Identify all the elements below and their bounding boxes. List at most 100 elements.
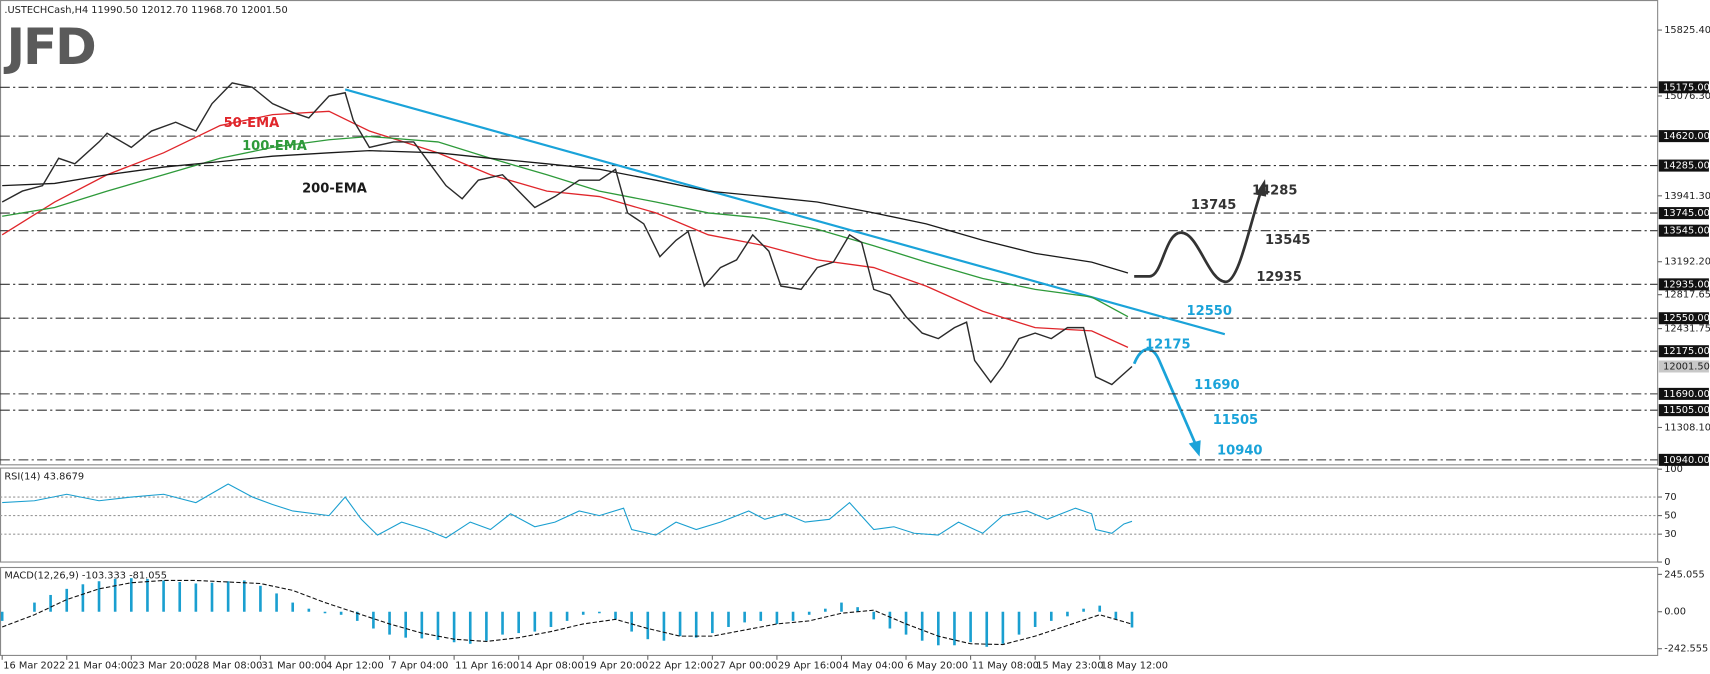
scenario-label: 12550 bbox=[1187, 304, 1232, 319]
macd-bar bbox=[630, 611, 633, 632]
level-label: 15175.00 bbox=[1663, 82, 1710, 93]
macd-bar bbox=[501, 611, 504, 635]
ema-line bbox=[2, 149, 1129, 274]
macd-bar bbox=[226, 581, 230, 612]
macd-bar bbox=[49, 594, 52, 612]
macd-bar bbox=[953, 611, 956, 646]
y-tick-label: 12431.75 bbox=[1664, 324, 1710, 335]
level-label: 12935.00 bbox=[1663, 279, 1710, 290]
scenario-label: 11505 bbox=[1213, 413, 1258, 428]
macd-bar bbox=[33, 602, 36, 612]
x-tick-label: 16 Mar 2022 bbox=[3, 660, 65, 671]
macd-bar bbox=[920, 611, 924, 641]
macd-bar bbox=[937, 611, 940, 646]
macd-bar bbox=[614, 611, 617, 620]
x-tick-label: 27 Apr 00:00 bbox=[713, 660, 777, 671]
scenario-label: 13545 bbox=[1265, 233, 1310, 248]
trendline bbox=[344, 88, 1226, 336]
level-box bbox=[1658, 278, 1709, 291]
x-tick-label: 23 Mar 20:00 bbox=[132, 660, 197, 671]
macd-bar bbox=[711, 611, 714, 634]
macd-bar bbox=[339, 611, 343, 615]
level-label: 14285.00 bbox=[1663, 161, 1710, 172]
x-tick-label: 15 May 23:00 bbox=[1036, 660, 1103, 671]
macd-bar bbox=[743, 611, 746, 623]
level-box bbox=[1658, 312, 1709, 325]
macd-bar bbox=[146, 578, 149, 612]
macd-bar bbox=[1114, 611, 1118, 620]
level-label: 11690.00 bbox=[1663, 389, 1710, 400]
level-box bbox=[1658, 224, 1709, 237]
level-box bbox=[1658, 130, 1709, 143]
macd-bar bbox=[678, 611, 682, 637]
y-tick-label: 0.00 bbox=[1664, 607, 1686, 618]
macd-bar bbox=[307, 608, 311, 612]
macd-bar bbox=[65, 588, 69, 612]
y-tick-label: 13192.20 bbox=[1664, 257, 1710, 268]
macd-bar bbox=[565, 611, 569, 621]
macd-bar bbox=[323, 611, 327, 614]
level-box bbox=[1658, 387, 1709, 400]
bullish-path bbox=[1134, 191, 1262, 284]
y-tick-label: 12817.65 bbox=[1664, 290, 1710, 301]
macd-bar bbox=[1017, 611, 1021, 635]
macd-bar bbox=[969, 611, 972, 643]
macd-bar bbox=[468, 611, 472, 644]
scenario-label: 11690 bbox=[1194, 378, 1239, 393]
macd-bar bbox=[646, 611, 650, 640]
x-tick-label: 29 Apr 16:00 bbox=[778, 660, 842, 671]
level-box bbox=[1658, 81, 1709, 94]
macd-bar bbox=[355, 611, 359, 621]
scenario-label: 12175 bbox=[1145, 338, 1190, 353]
macd-bar bbox=[178, 581, 182, 612]
macd-bar bbox=[420, 611, 424, 639]
macd-bar bbox=[807, 611, 811, 615]
ema-line bbox=[1, 110, 1129, 348]
price-line bbox=[1, 82, 1133, 386]
x-tick-label: 11 Apr 16:00 bbox=[455, 660, 519, 671]
macd-bar bbox=[242, 580, 246, 612]
macd-bar bbox=[824, 608, 827, 612]
ema-label: 100-EMA bbox=[242, 139, 308, 154]
level-label: 12550.00 bbox=[1663, 313, 1710, 324]
signal-line bbox=[1, 579, 1133, 646]
macd-bar bbox=[759, 611, 763, 621]
rsi-title: RSI(14) 43.8679 bbox=[4, 471, 84, 482]
logo: JFD bbox=[4, 17, 96, 76]
macd-bar bbox=[436, 611, 440, 640]
y-tick-label: -242.555 bbox=[1664, 644, 1708, 655]
macd-bar bbox=[162, 580, 165, 612]
level-box bbox=[1658, 159, 1709, 172]
scenario-label: 14285 bbox=[1252, 184, 1297, 199]
x-tick-label: 4 May 04:00 bbox=[843, 660, 904, 671]
macd-title: MACD(12,26,9) -103.333 -81.055 bbox=[4, 571, 167, 582]
level-box bbox=[1658, 453, 1709, 466]
macd-bar bbox=[1033, 611, 1037, 627]
macd-bar bbox=[81, 584, 85, 612]
macd-bar bbox=[775, 611, 779, 624]
scenario-label: 13745 bbox=[1191, 198, 1236, 213]
macd-bar bbox=[275, 593, 278, 612]
last-price-label: 12001.50 bbox=[1663, 361, 1710, 372]
macd-bar bbox=[904, 611, 908, 635]
macd-bar bbox=[404, 611, 407, 638]
bearish-arrowhead bbox=[1188, 440, 1201, 457]
macd-bar bbox=[533, 611, 537, 632]
y-tick-label: 100 bbox=[1664, 464, 1683, 475]
scenario-label: 12935 bbox=[1256, 270, 1301, 285]
x-tick-label: 28 Mar 08:00 bbox=[197, 660, 262, 671]
level-label: 14620.00 bbox=[1663, 131, 1710, 142]
level-box bbox=[1658, 207, 1709, 220]
macd-bar bbox=[1082, 608, 1085, 612]
y-tick-label: 15825.40 bbox=[1664, 25, 1710, 36]
macd-bar bbox=[985, 611, 989, 647]
level-label: 11505.00 bbox=[1663, 405, 1710, 416]
level-box bbox=[1658, 345, 1709, 358]
x-tick-label: 21 Mar 04:00 bbox=[68, 660, 133, 671]
level-label: 13545.00 bbox=[1663, 226, 1710, 237]
macd-bar bbox=[872, 611, 876, 620]
y-tick-label: 13941.30 bbox=[1664, 191, 1710, 202]
macd-bar bbox=[452, 611, 456, 643]
